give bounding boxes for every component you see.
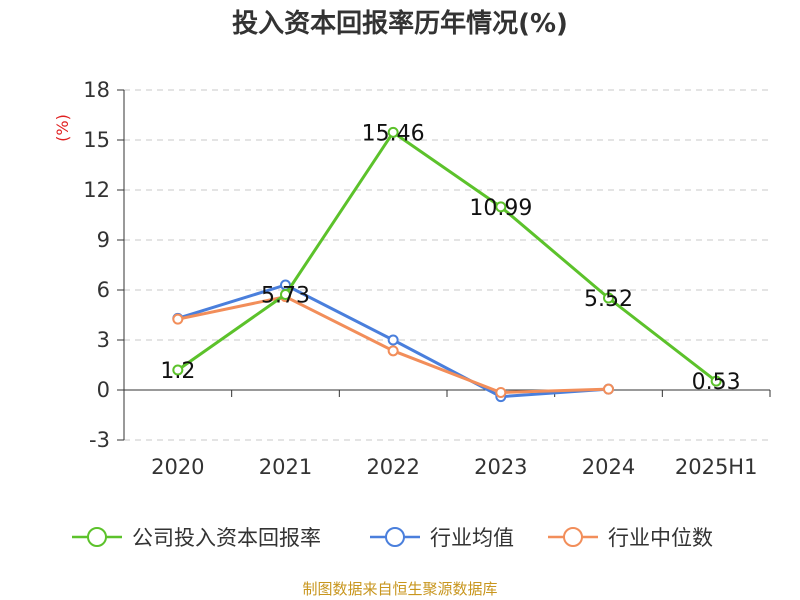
data-point xyxy=(387,334,399,346)
y-tick-label: 12 xyxy=(83,178,110,202)
data-label: 0.53 xyxy=(692,370,741,395)
grid-lines xyxy=(117,89,770,441)
data-point xyxy=(495,201,507,213)
legend-marker xyxy=(87,527,107,547)
x-tick-label: 2021 xyxy=(259,455,312,479)
data-point xyxy=(603,383,614,395)
data-label: 15.46 xyxy=(362,121,425,146)
legend: 公司投入资本回报率 行业均值 行业中位数 xyxy=(72,526,713,550)
data-point xyxy=(710,375,722,387)
series-0 xyxy=(172,126,722,387)
legend-marker xyxy=(563,527,583,547)
x-tick-label: 2020 xyxy=(151,455,204,479)
x-tick-label: 2022 xyxy=(366,455,419,479)
y-tick-label: 18 xyxy=(83,78,110,102)
data-labels: 1.2 5.73 15.46 10.99 5.52 0.53 xyxy=(160,121,740,395)
legend-item: 公司投入资本回报率 xyxy=(72,526,321,550)
data-label: 1.2 xyxy=(160,359,195,384)
data-point xyxy=(172,313,184,325)
data-point xyxy=(387,126,399,138)
x-tick-label: 2024 xyxy=(582,455,635,479)
y-tick-label: 6 xyxy=(97,278,110,302)
data-point xyxy=(280,289,291,300)
legend-label: 公司投入资本回报率 xyxy=(132,526,321,550)
y-tick-label: 0 xyxy=(97,378,110,402)
x-tick-label: 2025H1 xyxy=(675,455,758,479)
data-point xyxy=(172,364,184,376)
y-tick-label: 15 xyxy=(83,128,110,152)
data-label: 5.73 xyxy=(261,284,310,309)
y-tick-label: 9 xyxy=(97,228,110,252)
legend-item: 行业均值 xyxy=(370,526,514,550)
legend-item: 行业中位数 xyxy=(548,526,713,550)
legend-label: 行业中位数 xyxy=(608,526,713,550)
series-layer xyxy=(172,126,722,403)
y-tick-label: -3 xyxy=(89,428,110,452)
data-point xyxy=(495,387,507,398)
y-axis-unit: (%) xyxy=(53,114,72,142)
axes xyxy=(123,90,771,440)
legend-label: 行业均值 xyxy=(430,526,514,550)
data-label: 5.52 xyxy=(584,287,633,312)
x-tick-labels: 2020 2021 2022 2023 2024 2025H1 xyxy=(151,455,757,479)
x-tick-label: 2023 xyxy=(474,455,527,479)
data-label: 10.99 xyxy=(469,196,532,221)
y-tick-labels: 18 15 12 9 6 3 0 -3 xyxy=(83,78,110,452)
series-line xyxy=(176,130,718,383)
data-point xyxy=(387,345,399,357)
source-note: 制图数据来自恒生聚源数据库 xyxy=(302,580,497,598)
chart-title: 投入资本回报率历年情况(%) xyxy=(232,8,568,39)
series-1 xyxy=(172,279,614,403)
legend-marker xyxy=(385,527,405,547)
y-tick-label: 3 xyxy=(97,328,110,352)
data-point xyxy=(603,292,614,304)
